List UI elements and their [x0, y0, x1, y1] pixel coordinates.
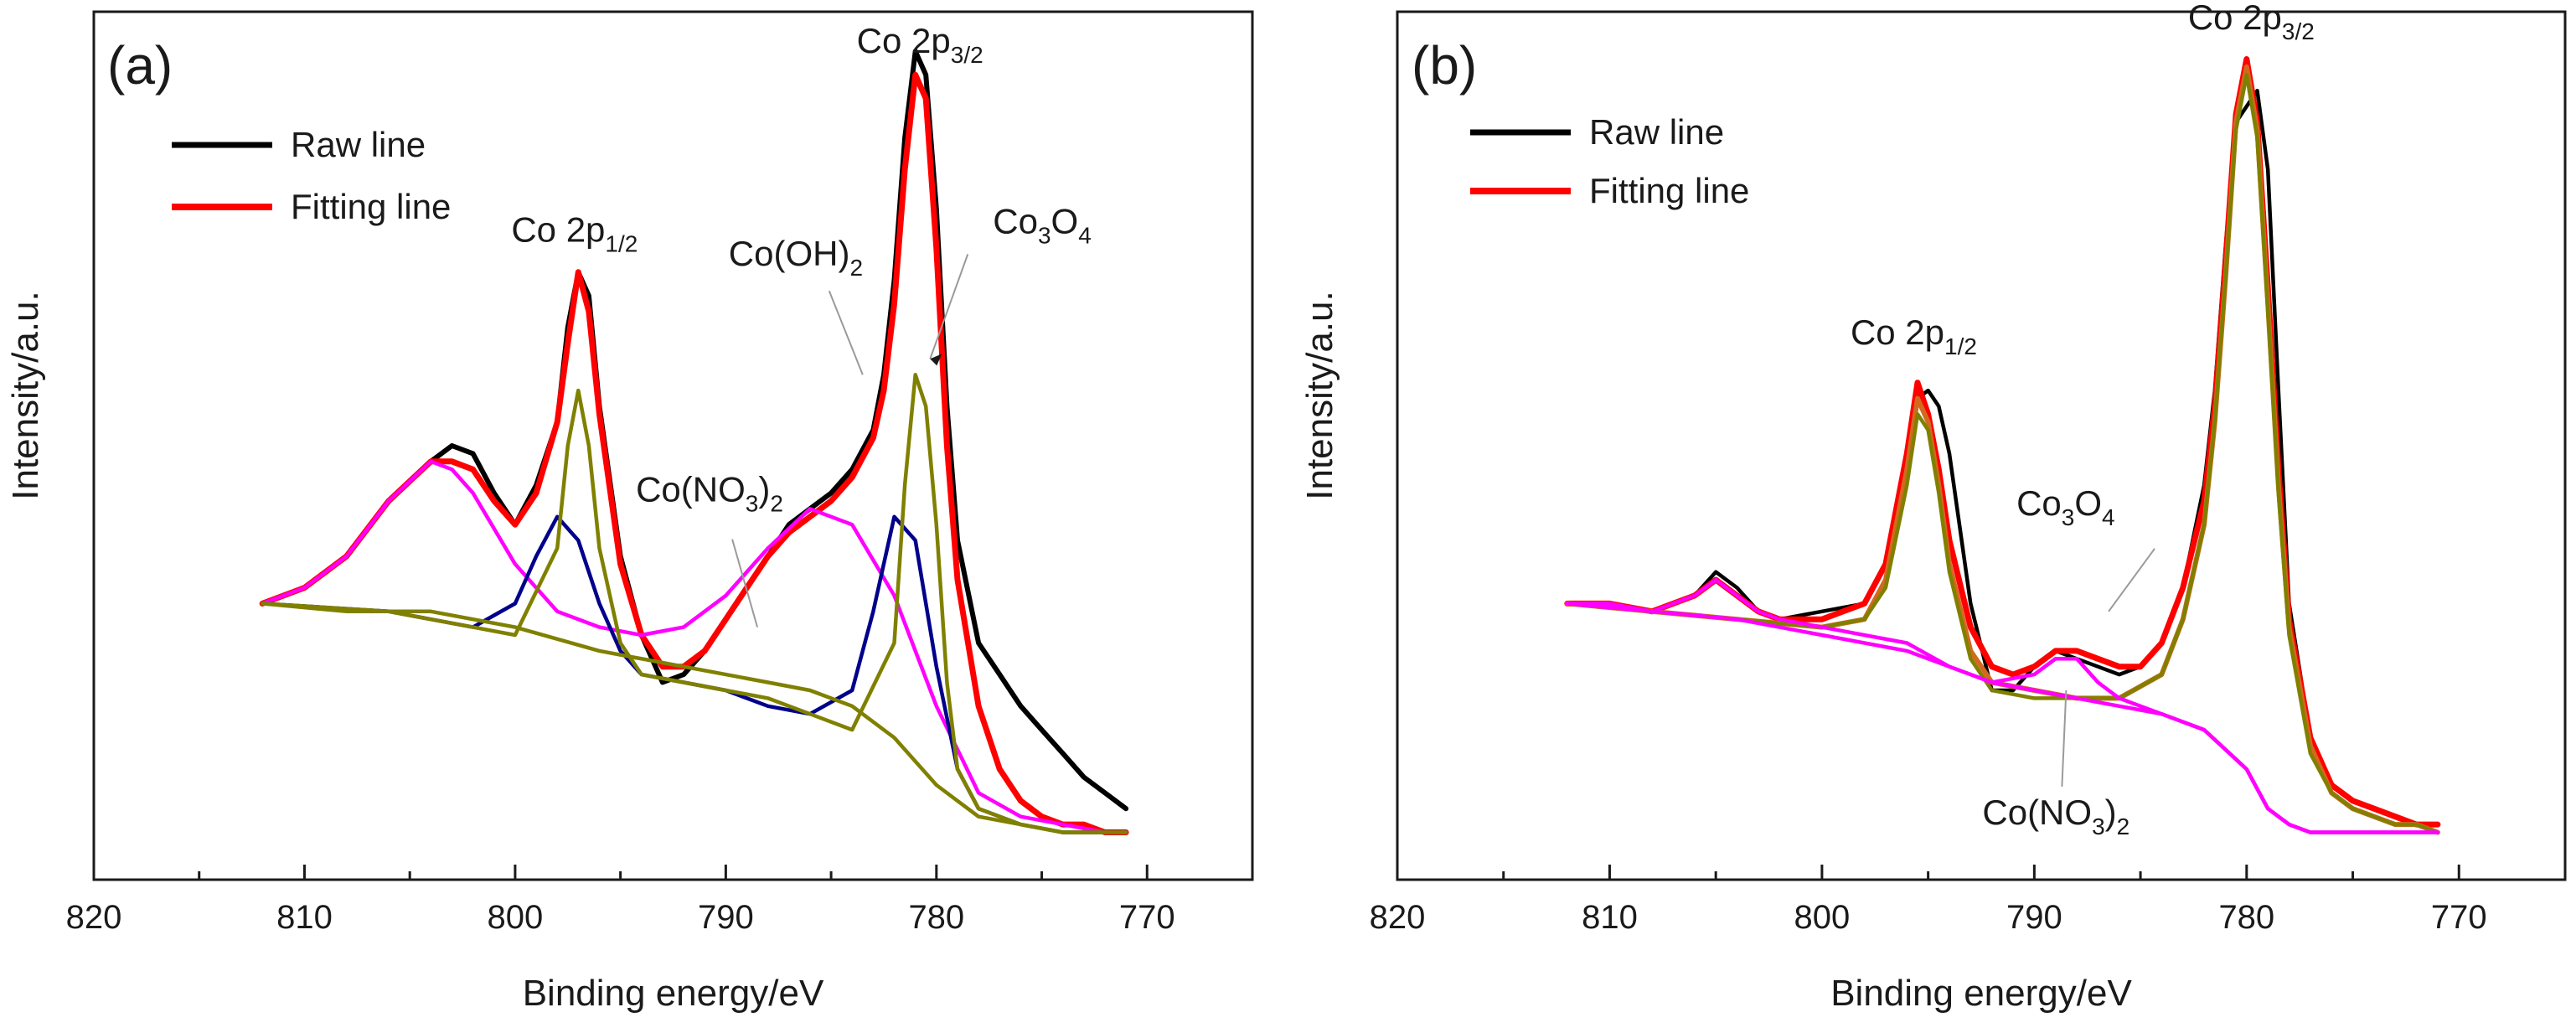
x-tick-label: 780 — [2218, 899, 2274, 936]
x-tick-label: 800 — [488, 899, 544, 936]
peak-annotation: Co3O4 — [2016, 483, 2115, 530]
annotation-text: Co(OH) — [729, 234, 850, 273]
annotation-text: Co — [2016, 483, 2062, 523]
annotation-text: Co — [993, 201, 1038, 240]
annotation-leader — [2061, 690, 2068, 788]
x-tick-label: 780 — [908, 899, 964, 936]
annotation-text: Co 2p — [1851, 312, 1944, 352]
annotation-text: O — [1051, 201, 1079, 240]
annotation-arrowhead — [930, 354, 942, 366]
annotation-subscript: 3 — [2062, 504, 2075, 530]
annotation-text: Co 2p — [2188, 0, 2282, 37]
annotation-subscript: 3 — [1038, 222, 1051, 248]
x-tick-label: 790 — [2006, 899, 2062, 936]
annotation-text: Co 2p — [511, 210, 605, 250]
panel-label: (a) — [107, 35, 173, 96]
annotation-text: ) — [2105, 793, 2117, 832]
annotation-subscript: 2 — [770, 491, 783, 517]
y-axis-label: Intensity/a.u. — [1299, 291, 1340, 499]
x-tick-label: 810 — [1582, 899, 1638, 936]
x-tick-label: 770 — [1119, 899, 1175, 936]
peak-annotation: Co(OH)2 — [729, 234, 863, 281]
peak-annotation: Co(NO3)2 — [1982, 793, 2129, 839]
peak-annotation: Co 2p3/2 — [857, 21, 983, 68]
annotation-text: Co 2p — [857, 21, 951, 60]
legend-label: Fitting line — [291, 187, 451, 226]
series-line-background — [1565, 602, 2440, 834]
annotation-text: Co(NO — [1982, 793, 2092, 832]
annotation-subscript: 4 — [2102, 504, 2115, 530]
annotation-leader — [929, 254, 969, 359]
legend-label: Raw line — [1589, 112, 1724, 152]
x-tick-label: 790 — [698, 899, 754, 936]
legend: Raw line Fitting line — [1470, 112, 1749, 210]
series-line-fitting-line — [259, 71, 1129, 835]
series-line-co-oh-2-fit — [260, 514, 1128, 834]
annotation-subscript: 2 — [2117, 813, 2130, 839]
annotation-subscript: 2 — [849, 255, 863, 281]
peak-annotation: Co(NO3)2 — [636, 470, 783, 517]
annotation-subscript: 3/2 — [951, 42, 983, 68]
series-line-co3o4-fit — [1565, 73, 2440, 834]
legend: Raw line Fitting line — [172, 125, 451, 226]
annotation-text: Co(NO — [636, 470, 746, 509]
x-tick-label: 770 — [2431, 899, 2487, 936]
annotation-text: ) — [758, 470, 770, 509]
annotation-leader — [731, 539, 759, 628]
annotation-subscript: 1/2 — [605, 231, 638, 257]
plot-frame — [1396, 10, 2567, 881]
annotation-text: O — [2074, 483, 2102, 523]
peak-annotation: Co 2p1/2 — [1851, 312, 1977, 359]
x-axis-label: Binding energy/eV — [1830, 973, 2132, 1014]
x-tick-label: 810 — [276, 899, 333, 936]
annotation-subscript: 4 — [1078, 222, 1092, 248]
chart-panel-a: 820 810 800 790 780 770 Binding energy/eV Inten… — [5, 10, 1254, 1014]
annotation-subscript: 3 — [2092, 813, 2105, 839]
x-axis-label: Binding energy/eV — [523, 973, 824, 1014]
annotation-leader — [2108, 548, 2155, 612]
legend-label: Fitting line — [1589, 171, 1749, 210]
plot-frame — [92, 10, 1254, 881]
annotation-subscript: 1/2 — [1944, 333, 1977, 359]
series-line-raw-line — [260, 49, 1129, 812]
series-line-co3o4-fit — [260, 372, 1128, 834]
peak-annotation: Co 2p3/2 — [2188, 0, 2315, 44]
x-tick-label: 820 — [1370, 899, 1426, 936]
peak-annotation: Co 2p1/2 — [511, 210, 638, 257]
annotation-subscript: 3 — [746, 491, 759, 517]
x-tick-label: 800 — [1794, 899, 1851, 936]
x-tick-label: 820 — [66, 899, 122, 936]
y-axis-label: Intensity/a.u. — [5, 291, 46, 499]
annotation-leader — [828, 290, 864, 375]
series-line-background — [260, 602, 1128, 834]
peak-annotation: Co3O4 — [993, 201, 1092, 248]
chart-panel-b: 820 810 800 790 780 770 Binding energy/eV Inten… — [1299, 0, 2567, 1014]
legend-label: Raw line — [291, 125, 426, 164]
panel-label: (b) — [1412, 35, 1477, 96]
series-line-satellite-fit — [260, 459, 1128, 834]
annotation-subscript: 3/2 — [2282, 18, 2315, 44]
